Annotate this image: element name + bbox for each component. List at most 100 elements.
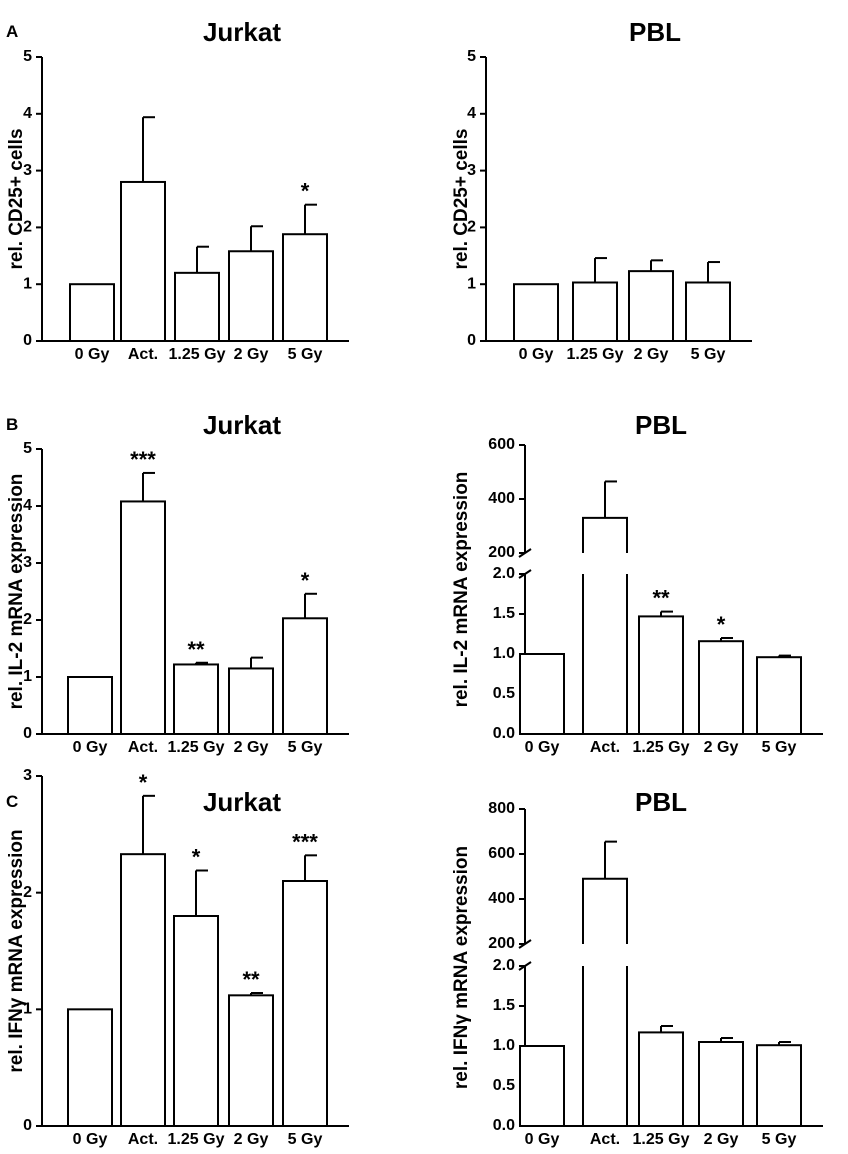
bar — [121, 501, 165, 734]
chart-a-pbl: PBL rel. CD25+ cells 0 1 2 3 4 5 0 Gy 1.25 Gy 2 Gy… — [451, 17, 752, 363]
chart-title: Jurkat — [203, 17, 281, 47]
x-tick-label: 1.25 Gy — [168, 1131, 225, 1148]
significance-marker: * — [301, 179, 310, 204]
x-tick-label: 2 Gy — [634, 346, 669, 363]
significance-marker: *** — [130, 447, 156, 472]
bar — [639, 1032, 683, 1126]
significance-marker: ** — [187, 637, 205, 662]
bar — [520, 654, 564, 734]
significance-marker: *** — [292, 829, 318, 854]
y-tick-label: 2 — [23, 611, 32, 628]
chart-b-jurkat: Jurkat rel. IL-2 mRNA expression 0 1 2 3 4 5 0 G… — [6, 410, 349, 756]
y-tick-label: 1 — [467, 275, 476, 292]
x-tick-label: 5 Gy — [288, 346, 323, 363]
bar-lower — [583, 966, 627, 1126]
y-tick-label: 4 — [23, 497, 32, 514]
y-axis-label: rel. CD25+ cells — [6, 128, 27, 269]
x-tick-label: 0 Gy — [73, 739, 108, 756]
y-tick-label: 1.5 — [493, 997, 515, 1014]
bar — [629, 271, 673, 341]
bar — [520, 1046, 564, 1126]
y-tick-label: 3 — [23, 554, 32, 571]
y-tick-label: 3 — [467, 162, 476, 179]
y-tick-label: 3 — [23, 162, 32, 179]
chart-title: Jurkat — [203, 787, 281, 817]
y-axis-label: rel. CD25+ cells — [451, 128, 472, 269]
y-tick-label: 200 — [488, 935, 515, 952]
y-tick-label: 400 — [488, 890, 515, 907]
chart-c-jurkat: Jurkat rel. IFNγ mRNA expression 0 1 2 3 0 Gy *… — [6, 767, 349, 1148]
significance-marker: * — [301, 568, 310, 593]
y-tick-label: 2.0 — [493, 957, 515, 974]
y-tick-label: 1.5 — [493, 605, 515, 622]
y-tick-label: 4 — [23, 105, 32, 122]
x-tick-label: 2 Gy — [234, 739, 269, 756]
figure: Jurkat rel. CD25+ cells 0 1 2 3 4 5 0 Gy Act. 1.25… — [0, 0, 848, 1154]
significance-marker: * — [717, 612, 726, 637]
x-tick-label: Act. — [590, 1131, 620, 1148]
y-tick-label: 5 — [467, 48, 476, 65]
x-tick-label: 1.25 Gy — [169, 346, 226, 363]
bar — [175, 273, 219, 341]
bar — [573, 282, 617, 341]
y-tick-label: 1.0 — [493, 1037, 515, 1054]
x-tick-label: Act. — [128, 1131, 158, 1148]
y-tick-label: 5 — [23, 440, 32, 457]
y-tick-label: 5 — [23, 48, 32, 65]
y-tick-label: 0 — [23, 1117, 32, 1134]
x-tick-label: 5 Gy — [762, 1131, 797, 1148]
x-tick-label: 0 Gy — [73, 1131, 108, 1148]
y-tick-label: 1 — [23, 1001, 32, 1018]
x-tick-label: 0 Gy — [525, 1131, 560, 1148]
x-tick-label: 2 Gy — [704, 1131, 739, 1148]
x-tick-label: 0 Gy — [525, 739, 560, 756]
bar-upper — [583, 879, 627, 944]
bar — [70, 284, 114, 341]
x-tick-label: 1.25 Gy — [633, 1131, 690, 1148]
bar — [699, 641, 743, 734]
y-tick-label: 1 — [23, 668, 32, 685]
x-tick-label: 5 Gy — [288, 1131, 323, 1148]
y-tick-label: 600 — [488, 436, 515, 453]
y-tick-label: 1.0 — [493, 645, 515, 662]
bar — [229, 668, 273, 734]
bar — [68, 677, 112, 734]
x-tick-label: 0 Gy — [75, 346, 110, 363]
y-axis-label: rel. IFNγ mRNA expression — [6, 829, 27, 1072]
chart-title: Jurkat — [203, 410, 281, 440]
chart-title: PBL — [635, 410, 687, 440]
y-tick-label: 4 — [467, 105, 476, 122]
y-tick-label: 0 — [23, 332, 32, 349]
x-tick-label: 5 Gy — [762, 739, 797, 756]
x-tick-label: 2 Gy — [234, 1131, 269, 1148]
bar — [283, 234, 327, 341]
x-tick-label: Act. — [128, 739, 158, 756]
y-tick-label: 2.0 — [493, 565, 515, 582]
x-tick-label: 2 Gy — [234, 346, 269, 363]
x-tick-label: 1.25 Gy — [168, 739, 225, 756]
significance-marker: * — [139, 770, 148, 795]
bar — [121, 854, 165, 1126]
chart-a-jurkat: Jurkatrel. CD25+ cells0123450 Gy Act. 1.25… — [6, 17, 349, 363]
bar — [757, 1045, 801, 1126]
chart-title: PBL — [635, 787, 687, 817]
bar — [174, 916, 218, 1126]
bar — [514, 284, 558, 341]
chart-title: PBL — [629, 17, 681, 47]
bar-lower — [583, 574, 627, 734]
y-tick-label: 2 — [23, 884, 32, 901]
chart-b-pbl: PBLrel. IL-2 mRNA expression0.00.51.01.5… — [451, 410, 823, 756]
chart-c-pbl: PBLrel. IFNγ mRNA expression0.00.51.01.5… — [451, 787, 823, 1148]
bar — [229, 251, 273, 341]
bar — [229, 995, 273, 1126]
bar — [121, 182, 165, 341]
bar — [68, 1009, 112, 1126]
x-tick-label: 2 Gy — [704, 739, 739, 756]
significance-marker: ** — [242, 967, 260, 992]
y-tick-label: 2 — [23, 219, 32, 236]
bar — [283, 618, 327, 734]
y-tick-label: 200 — [488, 544, 515, 561]
bar — [639, 616, 683, 734]
y-tick-label: 0.0 — [493, 725, 515, 742]
y-axis-label: rel. IFNγ mRNA expression — [451, 846, 472, 1089]
